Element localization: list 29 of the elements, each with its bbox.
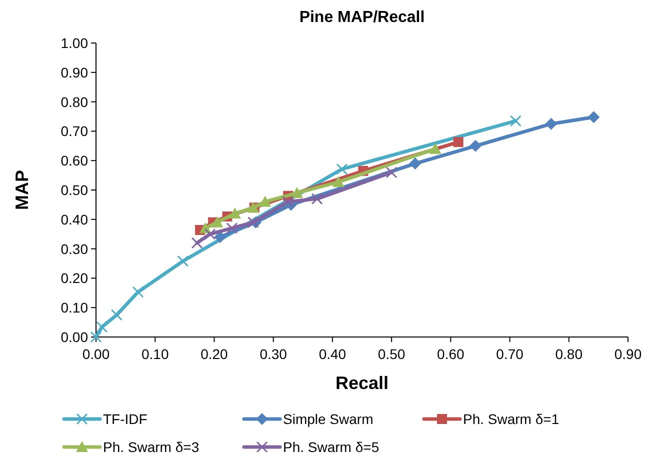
- y-tick-label: 1.00: [60, 35, 88, 51]
- x-tick-label: 0.70: [496, 346, 524, 362]
- y-tick-label: 0.10: [60, 300, 88, 316]
- y-tick-label: 0.50: [60, 182, 88, 198]
- y-tick-label: 0.40: [60, 211, 88, 228]
- y-tick-label: 0.00: [60, 329, 88, 345]
- x-tick-label: 0.90: [614, 346, 642, 362]
- y-tick-label: 0.60: [60, 152, 88, 169]
- y-tick-label: 0.80: [60, 94, 88, 110]
- y-tick-label: 0.90: [60, 64, 88, 80]
- legend-label: Ph. Swarm δ=3: [103, 439, 200, 455]
- x-axis-title: Recall: [335, 373, 389, 393]
- x-tick-label: 0.10: [141, 346, 169, 362]
- y-tick-label: 0.30: [60, 240, 88, 257]
- legend-label: Ph. Swarm δ=1: [463, 411, 560, 427]
- x-tick-label: 0.50: [378, 346, 406, 362]
- x-tick-label: 0.60: [437, 346, 465, 362]
- chart-title: Pine MAP/Recall: [299, 9, 425, 26]
- x-tick-label: 0.40: [318, 346, 346, 362]
- x-tick-label: 0.00: [82, 346, 110, 362]
- x-tick-label: 0.20: [200, 346, 228, 362]
- y-axis-title: MAP: [12, 170, 32, 210]
- y-tick-label: 0.20: [60, 270, 88, 286]
- x-tick-label: 0.80: [555, 346, 583, 362]
- legend-label: TF-IDF: [103, 411, 148, 427]
- x-tick-label: 0.30: [260, 346, 288, 362]
- y-tick-label: 0.70: [60, 123, 88, 140]
- legend-label: Simple Swarm: [283, 411, 374, 427]
- legend-label: Ph. Swarm δ=5: [283, 439, 380, 455]
